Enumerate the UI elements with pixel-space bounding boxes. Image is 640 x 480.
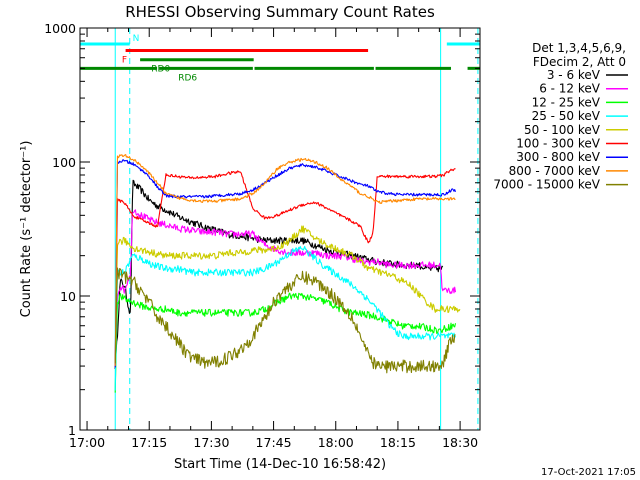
series-line-5 [114, 225, 461, 366]
y-tick-label: 100 [52, 155, 76, 170]
legend-label: 25 - 50 keV [532, 109, 601, 123]
legend-header-line: Det 1,3,4,5,6,9, [532, 41, 626, 55]
series-line-6 [114, 168, 456, 367]
status-bar-label-n: N [133, 34, 140, 44]
y-tick-label: 1000 [44, 21, 76, 36]
status-bar-label-f: F [122, 55, 127, 65]
y-tick-label: 1 [68, 423, 76, 438]
legend: Det 1,3,4,5,6,9,FDecim 2, Att 03 - 6 keV… [493, 41, 628, 192]
x-tick-label: 18:15 [380, 435, 416, 450]
y-axis-ticks: 1 10 100 1000 [44, 21, 480, 438]
series-line-8 [114, 154, 456, 366]
series-line-2 [114, 209, 457, 364]
legend-label: 6 - 12 keV [539, 82, 601, 96]
x-tick-label: 17:15 [131, 435, 167, 450]
y-tick-label: 10 [60, 289, 76, 304]
x-tick-label: 17:00 [69, 435, 105, 450]
footer-timestamp: 17-Oct-2021 17:05 [541, 467, 636, 478]
x-tick-label: 17:30 [193, 435, 229, 450]
data-series [114, 154, 461, 393]
legend-label: 800 - 7000 keV [509, 164, 601, 178]
x-axis-title: Start Time (14-Dec-10 16:58:42) [174, 457, 386, 472]
x-tick-label: 17:45 [256, 435, 292, 450]
status-bar-label-rd6: RD6 [178, 73, 197, 83]
legend-label: 12 - 25 keV [532, 95, 601, 109]
x-axis-ticks: 17:00 17:15 17:30 17:45 18:00 18:15 18:30 [69, 28, 478, 450]
x-tick-label: 18:00 [318, 435, 354, 450]
series-line-4 [114, 245, 457, 391]
legend-label: 3 - 6 keV [547, 68, 601, 82]
legend-header-line: FDecim 2, Att 0 [533, 55, 626, 69]
legend-label: 300 - 800 keV [516, 150, 600, 164]
legend-label: 7000 - 15000 keV [493, 178, 600, 192]
y-axis-title: Count Rate (s⁻¹ detector⁻¹) [19, 141, 34, 318]
legend-label: 100 - 300 keV [516, 137, 600, 151]
plot-area-frame [79, 27, 481, 431]
chart-title: RHESSI Observing Summary Count Rates [125, 3, 435, 21]
series-line-9 [114, 267, 456, 374]
x-tick-label: 18:30 [442, 435, 478, 450]
status-bars: NFRD0RD6 [80, 34, 480, 83]
legend-label: 50 - 100 keV [524, 123, 601, 137]
series-line-3 [114, 292, 457, 393]
